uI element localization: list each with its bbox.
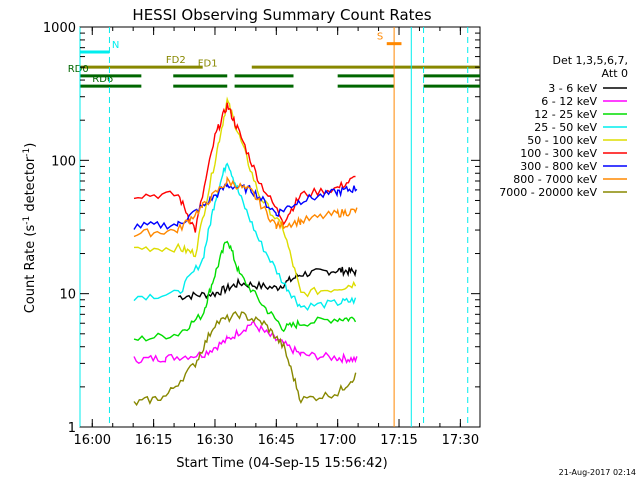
legend-header: Det 1,3,5,6,7,: [552, 54, 628, 67]
legend-entry-label: 50 - 100 keV: [527, 134, 597, 147]
legend-header: Att 0: [602, 67, 628, 80]
x-axis-label: Start Time (04-Sep-15 15:56:42): [176, 456, 387, 471]
series-line: [133, 311, 357, 407]
x-tick-label: 16:15: [135, 433, 172, 448]
series-line: [133, 162, 357, 312]
series-line: [133, 96, 357, 298]
series-line: [133, 102, 356, 233]
y-tick-label: 1000: [43, 21, 76, 36]
series-line: [133, 175, 358, 238]
axes: 16:00 16:15 16:30 16:45 17:00 17:15 17:30 1 10 10…: [43, 21, 480, 448]
y-tick-label: 1: [68, 421, 76, 436]
flag-label: RD6: [92, 74, 113, 85]
flag-label: S: [377, 32, 383, 43]
y-axis-label-sup1: -1: [22, 216, 32, 225]
y-axis-label-end: ): [23, 143, 38, 148]
y-tick-label: 100: [51, 154, 76, 169]
x-tick-label: 17:00: [319, 433, 356, 448]
vertical-markers: [79, 27, 469, 427]
data-series: [133, 96, 358, 407]
x-tick-label: 17:15: [380, 433, 417, 448]
series-line: [133, 240, 357, 342]
y-axis-label-sup2: -1: [22, 148, 32, 157]
y-axis-label: Count Rate (s-1 detector-1): [22, 143, 38, 314]
legend-entry-label: 12 - 25 keV: [534, 108, 597, 121]
x-tick-label: 16:45: [258, 433, 295, 448]
flag-label: N: [112, 40, 119, 51]
y-tick-label: 10: [59, 288, 76, 303]
legend-entry-label: 100 - 300 keV: [520, 147, 597, 160]
legend-entry-label: 3 - 6 keV: [548, 82, 597, 95]
y-axis-label-mid: detector: [23, 156, 38, 216]
y-axis-label-main: Count Rate (s: [23, 225, 38, 314]
flag-label: RD0: [68, 64, 89, 75]
series-line: [133, 320, 358, 365]
legend-entry-label: 25 - 50 keV: [534, 121, 597, 134]
x-tick-label: 17:30: [442, 433, 479, 448]
legend-entry-label: 6 - 12 keV: [541, 95, 597, 108]
series-line: [177, 266, 357, 301]
footer-date: 21-Aug-2017 02:14: [559, 468, 636, 477]
chart-title: HESSI Observing Summary Count Rates: [132, 6, 431, 24]
legend-entry-label: 800 - 7000 keV: [513, 173, 597, 186]
series-line: [133, 182, 358, 230]
flag-label: FD2: [166, 55, 186, 66]
legend-entry-label: 300 - 800 keV: [520, 160, 597, 173]
x-tick-label: 16:30: [196, 433, 233, 448]
legend-entry-label: 7000 - 20000 keV: [499, 186, 597, 199]
x-tick-label: 16:00: [74, 433, 111, 448]
flag-label: FD1: [198, 59, 218, 70]
